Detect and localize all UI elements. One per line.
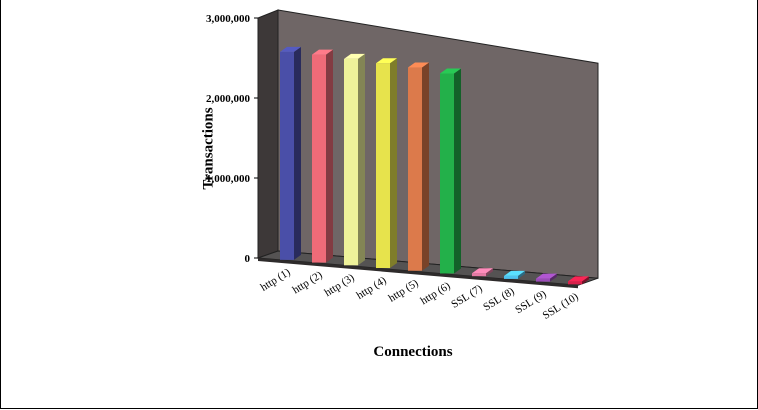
bar-5 [408,62,429,271]
bar-side [326,49,333,263]
bar-2 [312,49,333,263]
bar-top [408,62,429,68]
y-tick-label: 3,000,000 [206,13,251,25]
y-tick-label: 1,000,000 [206,173,251,185]
bar-top [504,270,525,276]
bar-front [440,73,454,274]
bar-top [536,273,557,279]
bar-side [422,62,429,271]
y-tick-label: 2,000,000 [206,93,251,105]
x-tick-label: http (2) [290,269,324,297]
x-tick-label: SSL (7) [449,282,485,310]
bar-top [568,276,589,282]
bar-top [280,46,301,52]
x-tick-label: http (1) [258,266,292,294]
bar-front [280,51,294,260]
bar-side [390,58,397,269]
x-tick-label: SSL (8) [481,285,517,313]
bar-top [376,58,397,64]
bar-top [344,53,365,59]
bar-6 [440,68,461,274]
bar-side [582,276,589,285]
bar-8 [504,270,525,279]
bar-side [358,53,365,266]
bar-10 [568,276,589,285]
bar-side [454,68,461,274]
bar-front [344,58,358,266]
bar-top [472,268,493,274]
bar-side [486,268,493,277]
bar-front [472,273,486,277]
y-tick-label: 0 [245,253,251,265]
x-tick-label: http (4) [354,274,388,302]
bar-side [518,270,525,279]
bar-1 [280,46,301,260]
y-axis-title: Transactions [200,107,217,190]
bar-side [294,46,301,260]
x-tick-label: http (3) [322,272,356,300]
bar-top [440,68,461,74]
bar-4 [376,58,397,269]
bar-front [408,67,422,271]
x-axis-title: Connections [373,344,453,360]
bar-front [312,54,326,263]
bar-front [568,281,582,285]
floor-edge [258,258,578,289]
x-tick-label: http (6) [418,280,452,308]
bar-9 [536,273,557,282]
bar-top [312,49,333,55]
x-tick-label: http (5) [386,277,420,305]
bar-7 [472,268,493,277]
bar-3 [344,53,365,266]
side-wall [257,9,279,259]
bar-front [536,278,550,282]
bar-front [376,63,390,269]
bar-side [550,273,557,282]
bar-front [504,275,518,279]
